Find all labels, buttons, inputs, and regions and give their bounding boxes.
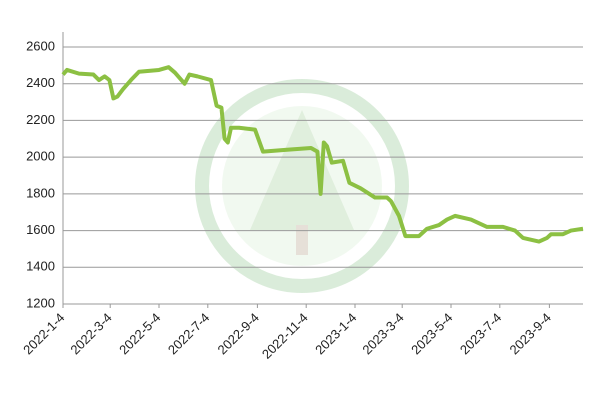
x-tick-label: 2022-3-4 [67, 310, 114, 357]
x-tick-label: 2023-1-4 [312, 310, 359, 357]
x-tick-label: 2023-5-4 [408, 310, 455, 357]
x-tick-label: 2023-9-4 [507, 310, 554, 357]
y-tick-label: 2400 [26, 75, 55, 90]
x-tick-label: 2023-3-4 [359, 310, 406, 357]
x-tick-label: 2023-7-4 [457, 310, 504, 357]
watermark [195, 79, 409, 293]
x-tick-label: 2022-5-4 [116, 310, 163, 357]
x-tick-label: 2022-1-4 [20, 310, 67, 357]
x-tick-label: 2022-9-4 [215, 310, 262, 357]
y-tick-label: 2200 [26, 112, 55, 127]
y-tick-label: 1400 [26, 259, 55, 274]
y-tick-label: 1800 [26, 185, 55, 200]
y-tick-label: 2000 [26, 149, 55, 164]
y-tick-label: 1600 [26, 222, 55, 237]
line [61, 65, 584, 244]
x-tick-label: 2022-7-4 [165, 310, 212, 357]
x-tick-label: 2022-11-4 [259, 310, 311, 362]
y-tick-label: 2600 [26, 38, 55, 53]
y-tick-label: 1200 [26, 295, 55, 310]
